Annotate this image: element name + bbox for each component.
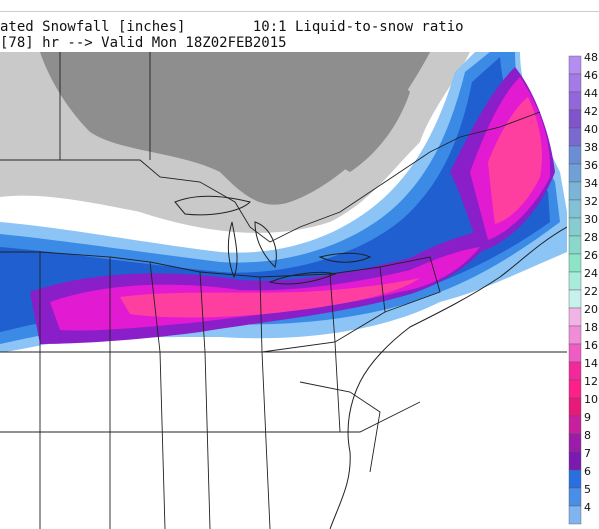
legend-swatch — [568, 433, 582, 453]
legend-swatch — [568, 307, 582, 327]
legend-swatch — [568, 55, 582, 75]
legend-swatch — [568, 217, 582, 237]
legend-swatch — [568, 235, 582, 255]
legend-swatch — [568, 199, 582, 219]
legend-swatch — [568, 505, 582, 525]
snow-shading-pink-ne — [488, 97, 542, 224]
header-title: ated Snowfall [inches] 10:1 Liquid-to-sn… — [0, 19, 464, 35]
legend-swatch — [568, 451, 582, 471]
legend-tick-label: 10 — [584, 393, 598, 406]
header-valid-time: [78] hr --> Valid Mon 18Z02FEB2015 — [0, 35, 287, 51]
legend-swatch — [568, 181, 582, 201]
legend-swatch — [568, 271, 582, 291]
snow-shading-pink — [120, 278, 420, 318]
legend-tick-label: 20 — [584, 303, 598, 316]
legend-tick-label: 4 — [584, 501, 591, 514]
legend-tick-label: 16 — [584, 339, 598, 352]
legend-tick-label: 18 — [584, 321, 598, 334]
legend-swatch — [568, 73, 582, 93]
political-boundaries — [0, 52, 567, 529]
legend-swatch — [568, 361, 582, 381]
legend-tick-label: 46 — [584, 69, 598, 82]
legend-swatch — [568, 91, 582, 111]
legend-tick-label: 34 — [584, 177, 598, 190]
great-lakes — [174, 195, 372, 285]
legend-tick-label: 30 — [584, 213, 598, 226]
header: ated Snowfall [inches] 10:1 Liquid-to-sn… — [0, 0, 599, 52]
legend-tick-label: 5 — [584, 483, 591, 496]
legend-swatch — [568, 397, 582, 417]
legend-tick-label: 40 — [584, 123, 598, 136]
legend-swatch — [568, 127, 582, 147]
legend-swatch — [568, 253, 582, 273]
legend-swatch — [568, 469, 582, 489]
legend-tick-label: 38 — [584, 141, 598, 154]
snow-shading-dark-grey-east — [300, 60, 410, 172]
snowfall-map — [0, 52, 567, 529]
legend-tick-label: 6 — [584, 465, 591, 478]
legend-tick-label: 28 — [584, 231, 598, 244]
legend-tick-label: 44 — [584, 87, 598, 100]
legend-tick-label: 24 — [584, 267, 598, 280]
legend-tick-label: 12 — [584, 375, 598, 388]
header-divider — [0, 11, 599, 12]
legend-swatch — [568, 379, 582, 399]
legend-swatch — [568, 325, 582, 345]
legend-swatch — [568, 343, 582, 363]
legend-swatch — [568, 163, 582, 183]
legend-tick-label: 14 — [584, 357, 598, 370]
atlantic-coastline — [329, 226, 567, 529]
legend-tick-label: 22 — [584, 285, 598, 298]
color-legend: 4846444240383634323028262422201816141210… — [567, 52, 599, 529]
legend-tick-label: 36 — [584, 159, 598, 172]
legend-tick-label: 32 — [584, 195, 598, 208]
legend-swatch — [568, 289, 582, 309]
legend-tick-label: 42 — [584, 105, 598, 118]
legend-tick-label: 8 — [584, 429, 591, 442]
legend-tick-label: 26 — [584, 249, 598, 262]
legend-swatch — [568, 145, 582, 165]
legend-swatch — [568, 487, 582, 507]
legend-swatch — [568, 109, 582, 129]
legend-swatch — [568, 415, 582, 435]
legend-tick-label: 7 — [584, 447, 591, 460]
legend-tick-label: 9 — [584, 411, 591, 424]
legend-tick-label: 48 — [584, 52, 598, 64]
